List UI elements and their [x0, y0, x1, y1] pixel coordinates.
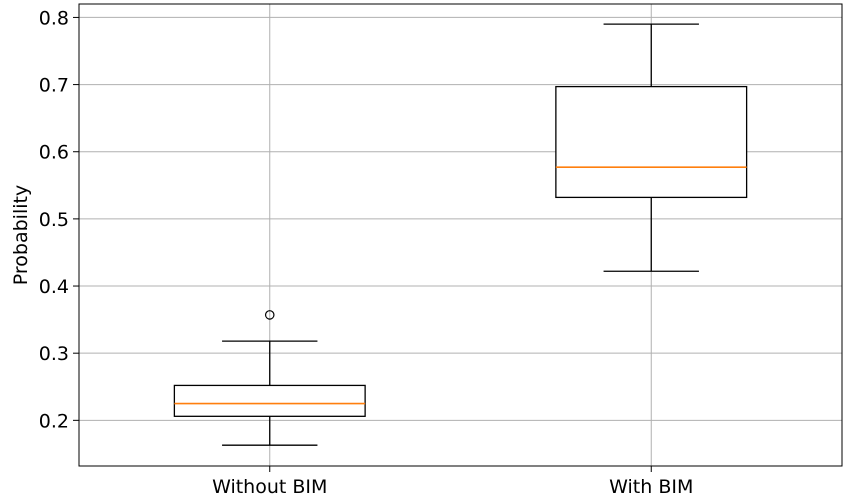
- y-tick-label: 0.2: [39, 410, 69, 432]
- iqr-box: [555, 85, 748, 199]
- y-tick-label: 0.8: [39, 7, 69, 29]
- plot-frame: [78, 3, 843, 467]
- iqr-box: [173, 384, 366, 417]
- y-tick-label: 0.6: [39, 142, 69, 164]
- y-tick-label: 0.4: [39, 276, 69, 298]
- box-layer: [173, 23, 748, 446]
- x-tick-label: Without BIM: [212, 476, 327, 497]
- tick-layer: 0.2 0.3 0.4 0.5 0.6 0.7 0.8 Without BIM With BIM: [39, 7, 694, 497]
- box-with-bim: [555, 23, 748, 272]
- y-tick-label: 0.5: [39, 209, 69, 231]
- outlier-point: [264, 310, 275, 320]
- box-without-bim: [173, 310, 366, 446]
- x-tick-label: With BIM: [609, 476, 693, 497]
- y-axis-label: Probability: [10, 185, 32, 285]
- y-tick-label: 0.7: [39, 75, 69, 97]
- y-tick-label: 0.3: [39, 343, 69, 365]
